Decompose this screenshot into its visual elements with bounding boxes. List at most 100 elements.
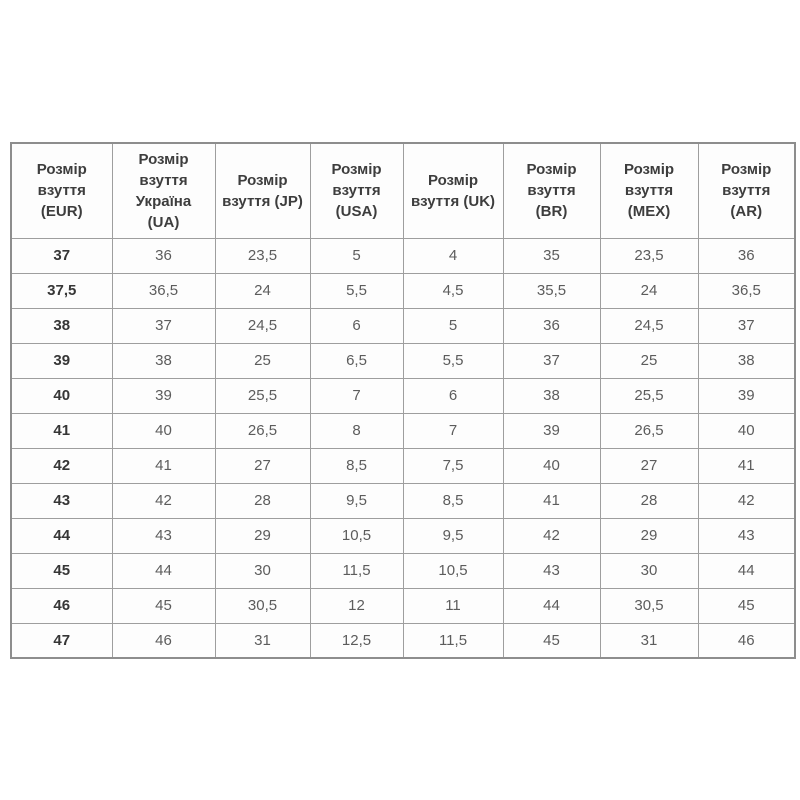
table-row: 40 39 25,5 7 6 38 25,5 39	[10, 377, 796, 414]
column-header-br: Розмір взуття (BR)	[502, 142, 601, 239]
table-cell: 8,5	[309, 447, 404, 484]
table-cell: 11,5	[402, 622, 504, 659]
table-cell: 42	[697, 482, 796, 519]
table-cell: 38	[502, 377, 601, 414]
table-cell: 40	[502, 447, 601, 484]
table-cell: 28	[599, 482, 699, 519]
table-cell: 27	[214, 447, 311, 484]
column-header-eur: Розмір взуття (EUR)	[10, 142, 113, 239]
shoe-size-conversion-table: Розмір взуття (EUR) Розмір взуття Україна…	[10, 142, 796, 659]
table-cell-eur: 39	[10, 342, 113, 379]
column-header-usa: Розмір взуття (USA)	[309, 142, 404, 239]
table-cell: 42	[502, 517, 601, 554]
table-cell: 27	[599, 447, 699, 484]
column-header-mex: Розмір взуття (MEX)	[599, 142, 699, 239]
table-header-row: Розмір взуття (EUR) Розмір взуття Україна…	[10, 142, 796, 239]
table-cell: 29	[599, 517, 699, 554]
table-cell: 46	[697, 622, 796, 659]
table-row: 46 45 30,5 12 11 44 30,5 45	[10, 587, 796, 624]
table-row: 38 37 24,5 6 5 36 24,5 37	[10, 307, 796, 344]
table-cell: 23,5	[214, 237, 311, 274]
table-cell: 36	[111, 237, 216, 274]
table-cell: 11	[402, 587, 504, 624]
table-cell: 30	[599, 552, 699, 589]
table-cell: 26,5	[599, 412, 699, 449]
table-cell: 39	[111, 377, 216, 414]
table-cell: 30,5	[599, 587, 699, 624]
table-cell: 40	[111, 412, 216, 449]
table-cell: 39	[697, 377, 796, 414]
table-cell: 31	[214, 622, 311, 659]
table-cell: 5,5	[402, 342, 504, 379]
table-cell-eur: 37	[10, 237, 113, 274]
table-cell: 39	[502, 412, 601, 449]
table-cell: 38	[111, 342, 216, 379]
table-cell: 24,5	[214, 307, 311, 344]
table-cell: 10,5	[309, 517, 404, 554]
table-cell: 36	[502, 307, 601, 344]
table-cell: 36,5	[111, 272, 216, 309]
table-cell-eur: 47	[10, 622, 113, 659]
table-cell: 35	[502, 237, 601, 274]
table-cell: 8,5	[402, 482, 504, 519]
table-cell: 30,5	[214, 587, 311, 624]
table-cell: 4,5	[402, 272, 504, 309]
column-header-jp: Розмір взуття (JP)	[214, 142, 311, 239]
table-row: 44 43 29 10,5 9,5 42 29 43	[10, 517, 796, 554]
table-cell: 24	[214, 272, 311, 309]
table-cell: 30	[214, 552, 311, 589]
table-cell: 45	[697, 587, 796, 624]
table-cell: 25	[599, 342, 699, 379]
table-row: 42 41 27 8,5 7,5 40 27 41	[10, 447, 796, 484]
table-row: 47 46 31 12,5 11,5 45 31 46	[10, 622, 796, 659]
table-cell: 10,5	[402, 552, 504, 589]
table-cell: 46	[111, 622, 216, 659]
table-cell-eur: 37,5	[10, 272, 113, 309]
table-cell: 7	[309, 377, 404, 414]
table-row: 39 38 25 6,5 5,5 37 25 38	[10, 342, 796, 379]
table-cell-eur: 41	[10, 412, 113, 449]
table-cell-eur: 43	[10, 482, 113, 519]
table-body: 37 36 23,5 5 4 35 23,5 36 37,5 36,5 24 5,5 4,5 35,5 24…	[10, 237, 796, 659]
table-cell: 40	[697, 412, 796, 449]
table-cell: 43	[111, 517, 216, 554]
table-cell-eur: 42	[10, 447, 113, 484]
table-row: 37 36 23,5 5 4 35 23,5 36	[10, 237, 796, 274]
table-cell: 41	[502, 482, 601, 519]
table-cell: 12	[309, 587, 404, 624]
table-cell: 11,5	[309, 552, 404, 589]
table-cell: 43	[697, 517, 796, 554]
table-cell: 24	[599, 272, 699, 309]
table-cell: 44	[697, 552, 796, 589]
table-cell: 28	[214, 482, 311, 519]
table-cell: 5	[402, 307, 504, 344]
table-cell: 8	[309, 412, 404, 449]
table-cell: 35,5	[502, 272, 601, 309]
column-header-uk: Розмір взуття (UK)	[402, 142, 504, 239]
table-row: 41 40 26,5 8 7 39 26,5 40	[10, 412, 796, 449]
table-cell: 41	[111, 447, 216, 484]
table-cell: 37	[111, 307, 216, 344]
table-cell: 42	[111, 482, 216, 519]
table-cell: 45	[111, 587, 216, 624]
table-cell: 44	[111, 552, 216, 589]
table-cell: 36,5	[697, 272, 796, 309]
table-cell-eur: 38	[10, 307, 113, 344]
table-cell: 43	[502, 552, 601, 589]
table-cell: 25,5	[599, 377, 699, 414]
table-cell: 25,5	[214, 377, 311, 414]
table-cell: 37	[697, 307, 796, 344]
table-cell: 24,5	[599, 307, 699, 344]
table-cell: 6	[402, 377, 504, 414]
table-row: 45 44 30 11,5 10,5 43 30 44	[10, 552, 796, 589]
table-cell-eur: 44	[10, 517, 113, 554]
table-cell: 23,5	[599, 237, 699, 274]
table-cell: 31	[599, 622, 699, 659]
table-cell: 25	[214, 342, 311, 379]
table-cell: 36	[697, 237, 796, 274]
table-cell: 6	[309, 307, 404, 344]
table-cell: 38	[697, 342, 796, 379]
table-cell: 29	[214, 517, 311, 554]
table-cell: 26,5	[214, 412, 311, 449]
